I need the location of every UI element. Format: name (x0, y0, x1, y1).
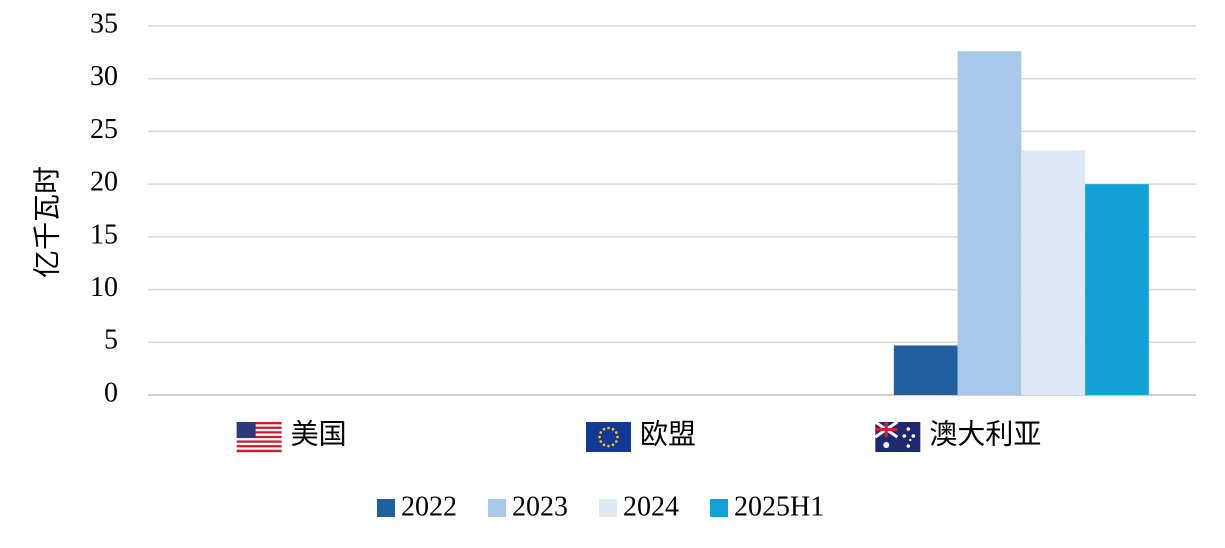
bar (893, 345, 958, 395)
flag-star (602, 443, 606, 447)
legend-swatch (377, 499, 395, 517)
y-tick-label: 30 (90, 61, 118, 92)
flag-canton (236, 422, 256, 438)
bar (1085, 184, 1149, 395)
x-tick-label: 欧盟 (640, 418, 696, 450)
flag-star (614, 431, 618, 434)
flag-stripe (236, 433, 282, 437)
y-tick-label: 20 (90, 167, 118, 198)
y-tick-label: 10 (90, 272, 118, 303)
flag-star (911, 434, 916, 438)
flag-star (599, 440, 603, 443)
flag-star (611, 443, 615, 447)
flag-star (599, 431, 603, 434)
flag-star (602, 427, 606, 431)
flag-icon (874, 420, 921, 452)
flag-stripe (236, 438, 282, 441)
y-tick-label: 0 (104, 377, 118, 408)
flag-stripe (236, 449, 282, 453)
flag-stripe (236, 426, 282, 430)
legend-label: 2022 (401, 491, 457, 522)
flag-icon (236, 422, 282, 453)
flag-stripe (236, 424, 282, 427)
flag-star (883, 442, 890, 448)
flag-icon (586, 422, 631, 452)
y-tick-label: 35 (90, 8, 118, 39)
legend-label: 2025H1 (734, 491, 824, 522)
flag-stripe (236, 431, 282, 434)
bar (1021, 150, 1086, 395)
y-tick-label: 15 (90, 219, 118, 250)
flag-field (586, 422, 631, 452)
flag-star (902, 434, 907, 438)
flag-stripe (236, 447, 282, 450)
flag-stripe (236, 428, 282, 432)
flag-stripe (236, 435, 282, 439)
flag-star (906, 444, 911, 448)
flag-stripe (236, 422, 282, 425)
flag-star (611, 427, 615, 431)
legend-label: 2024 (623, 491, 679, 522)
flag-star (614, 440, 618, 443)
x-tick-label: 澳大利亚 (929, 418, 1041, 450)
flag-stripe (236, 442, 282, 446)
legend-label: 2023 (512, 491, 568, 522)
y-tick-label: 25 (90, 114, 118, 145)
flag-star (607, 426, 610, 430)
flag-star (616, 435, 619, 439)
flag-star (906, 427, 911, 431)
x-tick-label: 美国 (291, 418, 347, 450)
bar (957, 51, 1022, 395)
flag-stripe (236, 440, 282, 443)
y-tick-label: 5 (104, 325, 118, 356)
legend-swatch (599, 499, 617, 517)
legend-swatch (710, 499, 728, 517)
flag-star (598, 435, 601, 439)
y-axis-label: 亿千瓦时 (31, 166, 63, 278)
flag-star (607, 444, 610, 448)
flag-star (909, 438, 912, 442)
flag-stripe (236, 445, 282, 448)
legend-swatch (488, 499, 506, 517)
